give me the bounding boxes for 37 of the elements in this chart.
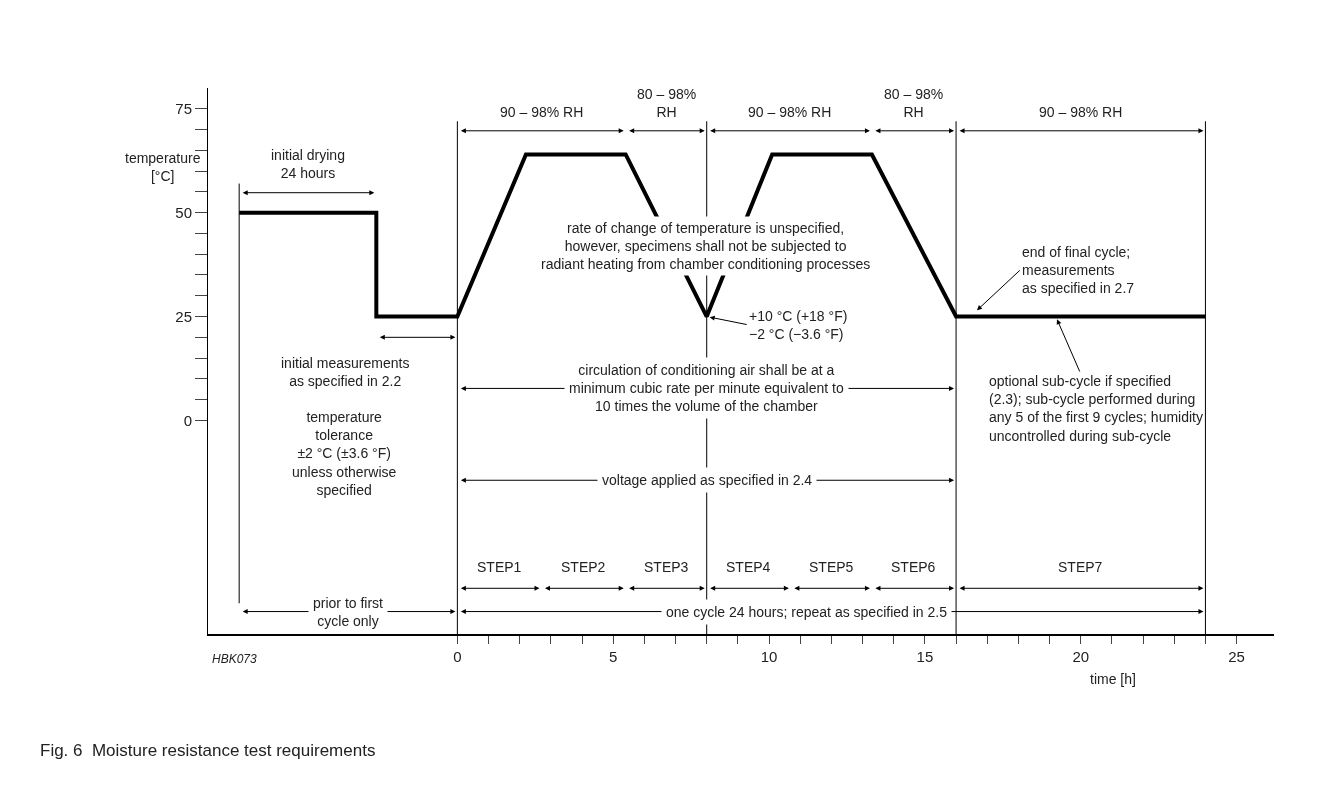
y-tick-label: 0 bbox=[183, 411, 192, 429]
x-tick-label: 25 bbox=[1228, 647, 1245, 665]
annotation: temperature tolerance ±2 °C (±3.6 °F) unless otherwise specified bbox=[292, 409, 397, 498]
annotation: one cycle 24 hours; repeat as specified in 2.5 bbox=[666, 604, 948, 620]
x-axis-title: time [h] bbox=[1090, 671, 1136, 687]
y-tick-label: 50 bbox=[175, 203, 192, 221]
x-tick-label: 15 bbox=[916, 647, 934, 665]
y-axis-title: temperature [°C] bbox=[125, 150, 201, 185]
annotation: 80 – 98% RH bbox=[884, 86, 944, 121]
annotation: STEP2 bbox=[561, 559, 606, 575]
y-tick-label: 75 bbox=[175, 100, 192, 118]
x-tick-label: 5 bbox=[609, 647, 618, 665]
text: Fig. 6 Moisture resistance test requirements bbox=[40, 740, 376, 760]
annotation: rate of change of temperature is unspecified, however, specimens shall not be subjected to radiant heating from chamber conditioning processes bbox=[541, 220, 871, 273]
x-tick-label: 20 bbox=[1072, 647, 1090, 665]
annotation: STEP5 bbox=[809, 559, 854, 575]
annotation: end of final cycle; measurements as specified in 2.7 bbox=[1022, 244, 1135, 297]
x-tick-label: 10 bbox=[760, 647, 778, 665]
annotation: 80 – 98% RH bbox=[637, 86, 697, 121]
annotation: voltage applied as specified in 2.4 bbox=[602, 472, 813, 488]
annotation: prior to first cycle only bbox=[313, 595, 384, 630]
text: HBK073 bbox=[212, 652, 258, 666]
annotation: 90 – 98% RH bbox=[1039, 104, 1123, 120]
annotation: STEP3 bbox=[644, 559, 689, 575]
annotation: circulation of conditioning air shall be at a minimum cubic rate per minute equivalent to 10 times the volume of the chamber bbox=[569, 362, 844, 415]
annotation: initial drying 24 hours bbox=[271, 147, 345, 182]
annotation: +10 °C (+18 °F) −2 °C (−3.6 °F) bbox=[749, 308, 848, 343]
annotation: optional sub-cycle if specified (2.3); sub-cycle performed during any 5 of the first 9 cycles; humidity uncontrolled during sub-cycle bbox=[989, 373, 1203, 444]
x-tick-label: 0 bbox=[453, 647, 462, 665]
y-tick-label: 25 bbox=[175, 307, 192, 325]
annotation: STEP4 bbox=[726, 559, 771, 575]
annotation: STEP7 bbox=[1058, 559, 1103, 575]
annotation: STEP6 bbox=[891, 559, 936, 575]
annotation: initial measurements as specified in 2.2 bbox=[281, 355, 410, 390]
annotation: STEP1 bbox=[477, 559, 522, 575]
annotation: 90 – 98% RH bbox=[500, 104, 584, 120]
annotation: 90 – 98% RH bbox=[748, 104, 832, 120]
